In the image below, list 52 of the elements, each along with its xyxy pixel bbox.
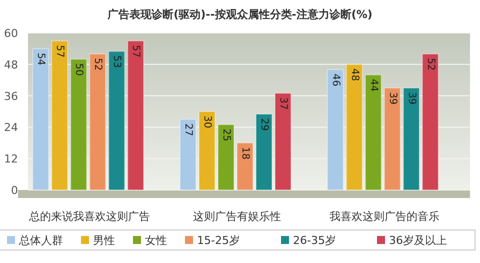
data-label: 53 [111,55,122,68]
data-label: 52 [92,58,104,71]
data-label: 57 [130,44,142,58]
y-tick-label: 0 [11,184,18,197]
data-label: 54 [35,52,46,66]
x-tick-label: 总的来说我喜欢这则广告 [28,210,150,223]
y-tick-label: 24 [4,121,18,134]
bar [70,58,88,190]
y-tick-label: 36 [4,90,18,103]
data-label: 27 [182,123,194,136]
bar [108,50,126,190]
bar [274,92,292,190]
legend-label: 男性 [93,234,115,247]
bar [198,111,216,190]
data-label: 29 [258,118,270,131]
bar [346,64,363,190]
bar [51,40,68,190]
y-tick-label: 12 [4,152,18,166]
legend-label: 15-25岁 [197,234,240,247]
x-tick-label: 我喜欢这则广告的音乐 [329,210,440,223]
data-label: 25 [220,128,232,142]
data-label: 39 [406,92,417,105]
bar [218,124,234,190]
data-label: 50 [73,63,84,76]
y-tick-label: 48 [4,58,18,72]
bar [326,69,344,190]
y-tick-label: 60 [4,27,18,40]
data-label: 57 [54,44,66,58]
bar [89,53,106,190]
bar [236,142,254,190]
x-tick-label: 这则广告有娱乐性 [193,210,281,223]
bar [256,114,272,190]
data-label: 48 [348,68,360,82]
bar [422,53,439,190]
chart-title: 广告表现诊断(驱动)--按观众属性分类-注意力诊断(%) [106,8,372,21]
legend-label: 总体人群 [18,234,63,247]
data-label: 52 [424,58,436,71]
bar [180,118,196,190]
legend-label: 女性 [145,234,167,247]
bar [32,48,50,190]
bar [384,87,401,190]
data-label: 18 [240,146,250,160]
bar [364,74,382,190]
text: 36岁及以上 [389,234,447,247]
bar [127,40,144,190]
data-label: 39 [386,92,398,105]
data-label: 46 [330,74,341,86]
data-label: 37 [278,97,288,110]
data-label: 44 [368,78,379,92]
legend-label: 26-35岁 [293,234,336,247]
data-label: 30 [202,116,212,128]
bar [402,87,420,190]
